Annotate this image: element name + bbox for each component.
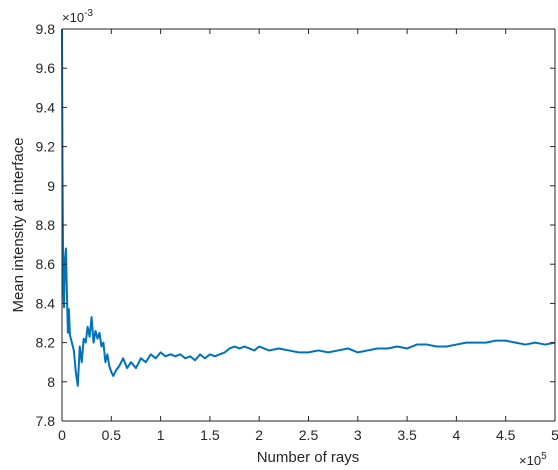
y-tick-label: 8.8: [36, 217, 56, 233]
series-layer: [61, 28, 556, 387]
y-tick-label: 9: [47, 178, 55, 194]
y-tick-label: 8.2: [36, 335, 56, 351]
y-multiplier-exponent: -3: [84, 8, 93, 19]
y-multiplier-base: ×10: [62, 10, 84, 25]
y-ticks: 7.8 8 8.2 8.4 8.6 8.8 9 9.2 9.4 9.6 9.8: [36, 21, 555, 429]
x-axis-label: Number of rays: [257, 449, 360, 466]
plot-area: [62, 29, 555, 421]
x-tick-label: 3: [354, 427, 362, 443]
y-tick-label: 9.4: [36, 99, 56, 115]
x-tick-label: 3.5: [397, 427, 417, 443]
series-line-0: [61, 28, 556, 387]
y-tick-label: 9.8: [36, 21, 56, 37]
x-multiplier-base: ×10: [519, 453, 541, 468]
y-multiplier: ×10-3: [62, 8, 93, 25]
x-tick-label: 1.5: [200, 427, 220, 443]
x-multiplier-exponent: 5: [541, 451, 547, 462]
x-tick-label: 2: [255, 427, 263, 443]
y-tick-label: 9.6: [36, 60, 56, 76]
y-tick-label: 8: [47, 374, 55, 390]
y-tick-label: 7.8: [36, 413, 56, 429]
x-multiplier: ×105: [519, 451, 547, 468]
x-tick-label: 1: [157, 427, 165, 443]
x-tick-label: 4: [453, 427, 461, 443]
x-tick-label: 5: [551, 427, 558, 443]
x-tick-label: 0.5: [102, 427, 122, 443]
svg-text:×10-3: ×10-3: [62, 8, 93, 25]
svg-text:×105: ×105: [519, 451, 547, 468]
y-axis-label: Mean intensity at interface: [10, 137, 27, 312]
x-tick-label: 4.5: [496, 427, 516, 443]
y-tick-label: 9.2: [36, 139, 56, 155]
x-tick-label: 0: [58, 427, 66, 443]
x-tick-label: 2.5: [299, 427, 319, 443]
x-ticks: 0 0.5 1 1.5 2 2.5 3 3.5 4 4.5 5: [58, 29, 558, 443]
y-tick-label: 8.4: [36, 295, 56, 311]
y-tick-label: 8.6: [36, 256, 56, 272]
